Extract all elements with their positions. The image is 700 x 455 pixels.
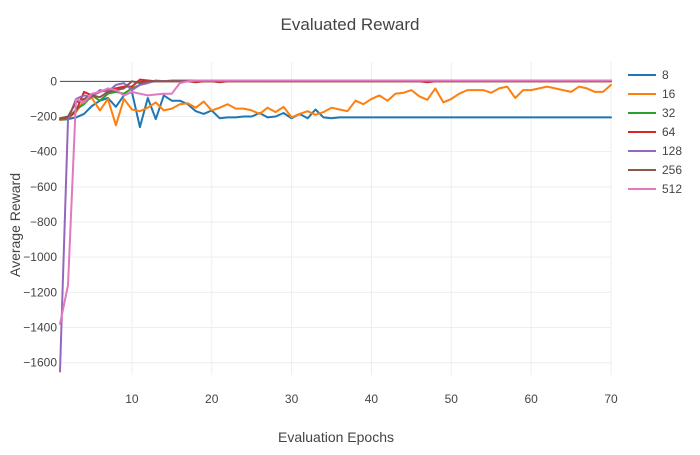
- x-tick-label: 40: [365, 392, 379, 406]
- x-tick-label: 10: [125, 392, 139, 406]
- y-tick-label: −400: [30, 145, 57, 159]
- legend-label: 64: [662, 125, 676, 139]
- y-tick-label: −800: [30, 215, 57, 229]
- legend-label: 8: [662, 68, 669, 82]
- series-line-512: [59, 79, 612, 325]
- y-tick-label: −1600: [23, 356, 57, 370]
- legend-item-64[interactable]: 64: [628, 125, 676, 139]
- legend-item-16[interactable]: 16: [628, 87, 676, 101]
- legend-item-8[interactable]: 8: [628, 68, 669, 82]
- legend-label: 32: [662, 106, 676, 120]
- x-tick-label: 70: [604, 392, 618, 406]
- legend-item-512[interactable]: 512: [628, 182, 682, 196]
- x-axis-ticks: 10 20 30 40 50 60 70: [125, 392, 618, 406]
- y-tick-label: −200: [30, 110, 57, 124]
- legend-item-32[interactable]: 32: [628, 106, 676, 120]
- grid-layer: [60, 62, 612, 375]
- legend-label: 256: [662, 163, 682, 177]
- x-tick-label: 60: [524, 392, 538, 406]
- x-tick-label: 50: [445, 392, 459, 406]
- legend-item-256[interactable]: 256: [628, 163, 682, 177]
- series-layer: [59, 78, 612, 373]
- chart-title: Evaluated Reward: [281, 15, 420, 34]
- y-axis-ticks: 0 −200 −400 −600 −800 −1000 −1200 −1400 −1600: [23, 74, 57, 369]
- y-tick-label: −1400: [23, 321, 57, 335]
- series-line-8: [59, 90, 612, 129]
- y-tick-label: −1000: [23, 250, 57, 264]
- x-tick-label: 30: [285, 392, 299, 406]
- x-axis-title: Evaluation Epochs: [278, 429, 394, 445]
- series-line-16: [59, 83, 612, 127]
- y-tick-label: 0: [50, 74, 57, 88]
- legend-label: 16: [662, 87, 676, 101]
- y-tick-label: −1200: [23, 285, 57, 299]
- legend-item-128[interactable]: 128: [628, 144, 682, 158]
- legend-label: 512: [662, 182, 682, 196]
- y-tick-label: −600: [30, 180, 57, 194]
- legend[interactable]: 8 16 32 64 128 256 512: [628, 68, 682, 196]
- legend-label: 128: [662, 144, 682, 158]
- y-axis-title: Average Reward: [7, 173, 23, 277]
- x-tick-label: 20: [205, 392, 219, 406]
